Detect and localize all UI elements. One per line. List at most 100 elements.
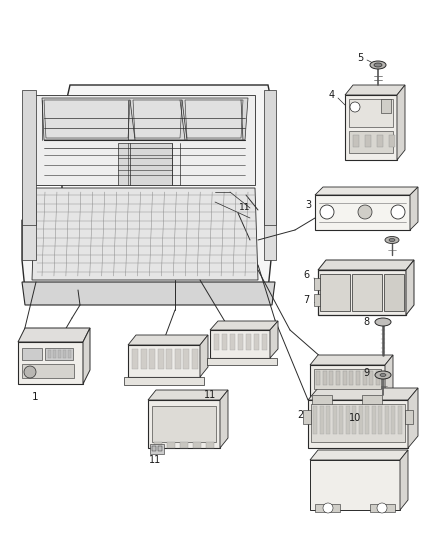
- Polygon shape: [200, 335, 208, 377]
- Polygon shape: [185, 100, 243, 138]
- Polygon shape: [148, 390, 228, 400]
- Bar: [389, 135, 395, 147]
- Text: 4: 4: [329, 90, 335, 100]
- Bar: [206, 442, 214, 448]
- Bar: [22, 200, 36, 260]
- Bar: [332, 406, 337, 434]
- Bar: [350, 371, 353, 385]
- Bar: [365, 135, 371, 147]
- Polygon shape: [18, 328, 90, 342]
- Polygon shape: [210, 321, 278, 330]
- Ellipse shape: [358, 205, 372, 219]
- Text: 5: 5: [357, 53, 363, 63]
- Bar: [118, 143, 172, 185]
- Polygon shape: [397, 85, 405, 160]
- Ellipse shape: [391, 205, 405, 219]
- Ellipse shape: [389, 238, 395, 241]
- Bar: [184, 349, 189, 369]
- Bar: [352, 406, 356, 434]
- Bar: [230, 334, 235, 350]
- Bar: [311, 404, 405, 442]
- Bar: [349, 131, 393, 153]
- Bar: [316, 371, 320, 385]
- Bar: [381, 99, 391, 113]
- Bar: [363, 371, 367, 385]
- Text: 9: 9: [363, 368, 369, 378]
- Bar: [320, 274, 350, 311]
- Bar: [372, 406, 376, 434]
- Bar: [365, 406, 369, 434]
- Polygon shape: [318, 260, 414, 270]
- Bar: [310, 365, 385, 410]
- Bar: [313, 406, 317, 434]
- Ellipse shape: [350, 102, 360, 112]
- Bar: [149, 349, 155, 369]
- Bar: [18, 342, 83, 384]
- Bar: [214, 334, 219, 350]
- Bar: [323, 371, 327, 385]
- Polygon shape: [345, 85, 405, 95]
- Bar: [312, 395, 332, 407]
- Polygon shape: [400, 450, 408, 510]
- Bar: [222, 334, 227, 350]
- Ellipse shape: [377, 503, 387, 513]
- Polygon shape: [310, 355, 393, 365]
- Bar: [310, 460, 400, 510]
- Polygon shape: [83, 328, 90, 384]
- Polygon shape: [408, 388, 418, 448]
- Bar: [315, 504, 340, 512]
- Bar: [152, 446, 156, 451]
- Bar: [262, 334, 267, 350]
- Bar: [63, 350, 66, 358]
- Bar: [254, 334, 259, 350]
- Bar: [362, 395, 382, 407]
- Bar: [356, 371, 360, 385]
- Bar: [128, 345, 200, 377]
- Bar: [314, 294, 320, 306]
- Ellipse shape: [323, 503, 333, 513]
- Polygon shape: [22, 85, 275, 290]
- Bar: [22, 90, 36, 225]
- Polygon shape: [35, 95, 255, 185]
- Polygon shape: [220, 390, 228, 448]
- Bar: [314, 278, 320, 290]
- Bar: [303, 410, 311, 424]
- Bar: [167, 442, 175, 448]
- Text: 11: 11: [204, 390, 216, 400]
- Polygon shape: [308, 388, 418, 400]
- Bar: [392, 406, 396, 434]
- Bar: [45, 348, 73, 360]
- Ellipse shape: [380, 374, 386, 376]
- Bar: [326, 406, 330, 434]
- Bar: [345, 95, 397, 160]
- Bar: [22, 364, 74, 378]
- Ellipse shape: [24, 366, 36, 378]
- Polygon shape: [32, 188, 258, 280]
- Bar: [154, 442, 162, 448]
- Text: 10: 10: [349, 413, 361, 423]
- Bar: [246, 334, 251, 350]
- Bar: [68, 350, 71, 358]
- Bar: [48, 350, 51, 358]
- Polygon shape: [22, 282, 275, 305]
- Polygon shape: [310, 450, 408, 460]
- Bar: [150, 444, 164, 454]
- Bar: [405, 410, 413, 424]
- Bar: [346, 406, 350, 434]
- Bar: [320, 406, 324, 434]
- Bar: [192, 349, 198, 369]
- Ellipse shape: [370, 61, 386, 69]
- Bar: [264, 200, 276, 260]
- Text: 1: 1: [32, 392, 38, 402]
- Text: 6: 6: [303, 270, 309, 280]
- Polygon shape: [406, 260, 414, 315]
- Polygon shape: [42, 98, 248, 140]
- Bar: [193, 442, 201, 448]
- Bar: [369, 371, 373, 385]
- Bar: [308, 400, 408, 448]
- Bar: [58, 350, 61, 358]
- Bar: [180, 442, 188, 448]
- Text: 11: 11: [239, 204, 251, 213]
- Bar: [124, 377, 204, 385]
- Polygon shape: [128, 335, 208, 345]
